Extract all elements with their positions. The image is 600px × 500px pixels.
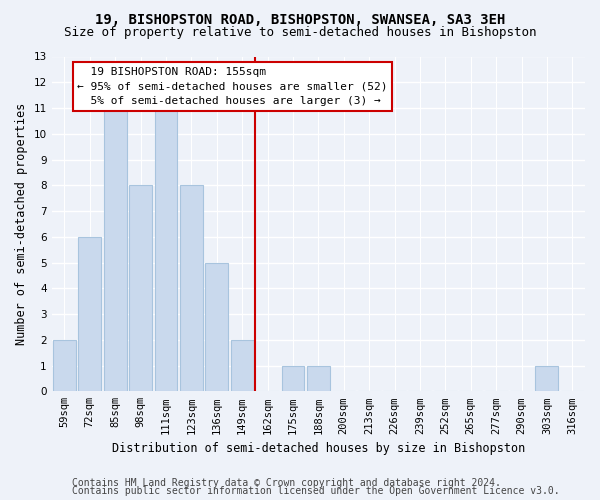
Bar [281,366,304,392]
Bar [231,340,254,392]
Text: Contains public sector information licensed under the Open Government Licence v3: Contains public sector information licen… [72,486,560,496]
Text: Size of property relative to semi-detached houses in Bishopston: Size of property relative to semi-detach… [64,26,536,39]
Bar [205,262,228,392]
Bar [180,186,203,392]
Text: Contains HM Land Registry data © Crown copyright and database right 2024.: Contains HM Land Registry data © Crown c… [72,478,501,488]
Bar [307,366,330,392]
Y-axis label: Number of semi-detached properties: Number of semi-detached properties [15,103,28,345]
Bar [104,108,127,392]
X-axis label: Distribution of semi-detached houses by size in Bishopston: Distribution of semi-detached houses by … [112,442,525,455]
Text: 19 BISHOPSTON ROAD: 155sqm
← 95% of semi-detached houses are smaller (52)
  5% o: 19 BISHOPSTON ROAD: 155sqm ← 95% of semi… [77,67,388,106]
Bar [129,186,152,392]
Bar [53,340,76,392]
Bar [535,366,559,392]
Bar [79,237,101,392]
Bar [155,108,178,392]
Text: 19, BISHOPSTON ROAD, BISHOPSTON, SWANSEA, SA3 3EH: 19, BISHOPSTON ROAD, BISHOPSTON, SWANSEA… [95,12,505,26]
